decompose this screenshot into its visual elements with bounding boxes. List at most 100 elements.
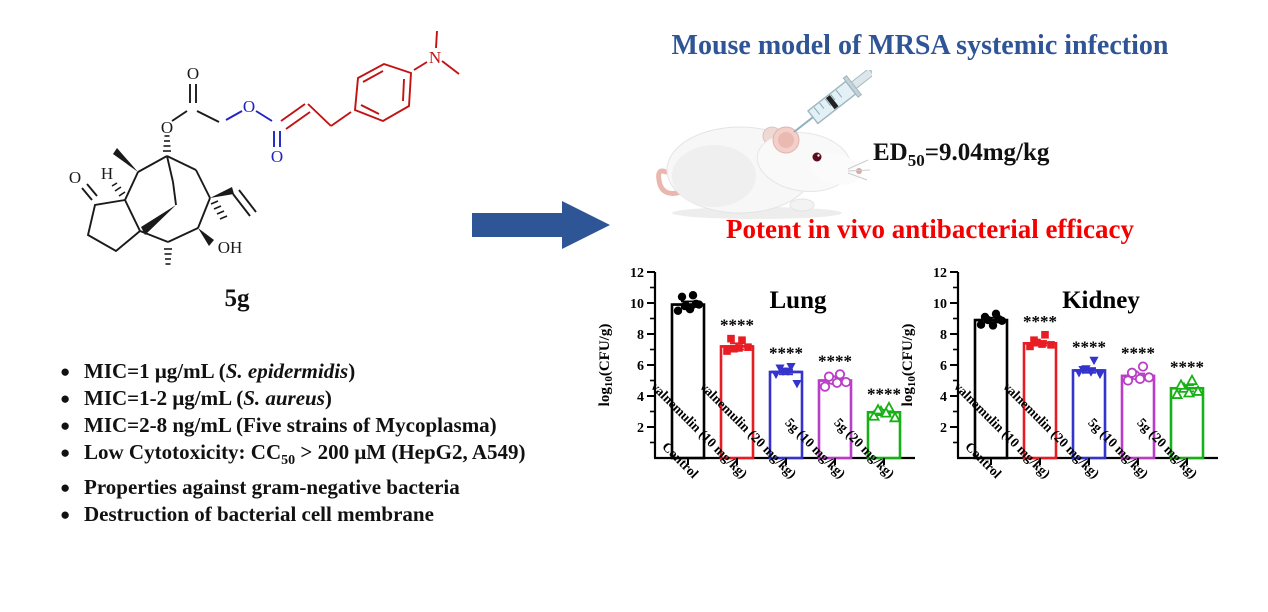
point [1191, 384, 1205, 396]
bullet-text: MIC=1 μg/mL ( [84, 359, 226, 383]
atom-label-h: H [101, 164, 113, 183]
atom-label-acrylate-o: O [271, 147, 283, 166]
y-tick-label: 4 [637, 390, 644, 405]
point [1170, 387, 1184, 399]
ed50-prefix: ED [873, 139, 908, 166]
right-arrow-icon [472, 201, 610, 249]
bullet-marker: ● [60, 443, 71, 462]
point [879, 406, 893, 418]
data-points-5g-20-mg-kg [867, 400, 902, 423]
y-tick-label: 10 [933, 297, 947, 312]
mouse-tail [656, 168, 695, 196]
y-tick-label: 6 [940, 359, 947, 374]
point [994, 315, 1004, 324]
bar-5g-20-mg-kg [1169, 386, 1205, 460]
point [691, 299, 701, 308]
point [1030, 336, 1038, 344]
point [1122, 375, 1134, 386]
chart-title: Kidney [1062, 287, 1140, 314]
bullet-marker: ● [60, 478, 71, 498]
bullet-text: ) [324, 386, 332, 410]
point [1041, 330, 1049, 339]
point [1089, 356, 1099, 366]
point [786, 362, 796, 372]
point [1038, 340, 1046, 348]
chart-lung: 24681012log10(CFU/g)LungControl****valne… [597, 266, 915, 481]
bar-valnemulin-20-mg-kg [1071, 369, 1107, 460]
data-points-valnemulin-20-mg-kg [771, 362, 802, 389]
y-tick-label: 10 [630, 297, 644, 312]
point [1137, 361, 1149, 372]
ed50-value: =9.04mg/kg [924, 139, 1050, 166]
atom-label-oh: OH [218, 238, 243, 257]
point [976, 320, 986, 329]
efficacy-text: Potent in vivo antibacterial efficacy [726, 214, 1134, 244]
point [735, 344, 743, 352]
significance-valnemulin-20-mg-kg: **** [769, 344, 803, 363]
point [1185, 373, 1199, 385]
bullet-text: Low Cytotoxicity: CC [84, 440, 282, 464]
significance-valnemulin-20-mg-kg: **** [1072, 337, 1106, 356]
mouse-ear-inner [778, 132, 794, 148]
atom-label-linker-o: O [243, 97, 255, 116]
point [685, 305, 695, 314]
atom-label-ester-o: O [161, 118, 173, 137]
mouse-eye [812, 152, 822, 162]
bullet-item: ● Properties against gram-negative bacter… [60, 474, 526, 501]
y-tick-label: 12 [933, 266, 947, 281]
point [730, 344, 738, 353]
bullet-text: 50 [281, 453, 296, 469]
data-points-valnemulin-20-mg-kg [1074, 356, 1105, 380]
point [727, 334, 735, 343]
y-tick-label: 12 [630, 266, 644, 281]
point [1134, 373, 1146, 385]
point [1143, 372, 1155, 383]
significance-5g-10-mg-kg: **** [818, 351, 852, 370]
y-axis-title: log10(CFU/g) [900, 324, 918, 407]
atom-label-n: N [429, 48, 441, 67]
atom-label-ester-carbonyl-o: O [187, 64, 199, 83]
point [738, 336, 746, 344]
y-axis-title: log10(CFU/g) [597, 324, 615, 407]
point [1174, 378, 1188, 390]
y-tick-label: 6 [637, 359, 644, 374]
point [819, 381, 831, 392]
bullet-text: MIC=1-2 μg/mL ( [84, 386, 244, 410]
data-points-control [673, 291, 704, 315]
mouse-muzzle [810, 153, 862, 185]
y-tick-label: 8 [940, 328, 947, 343]
data-points-5g-10-mg-kg [1122, 361, 1155, 386]
data-points-valnemulin-10-mg-kg [723, 334, 752, 355]
molecule-structure-5g: O H OH O O O O N 5g [69, 30, 460, 312]
point [1086, 368, 1096, 377]
lung-chart: 2 4 6 8 10 12 log10(CFU/g) Lung Control **** valne… [593, 262, 928, 602]
bullet-text: Properties against gram-negative bacteri… [84, 475, 460, 500]
mouse-illustration [656, 70, 872, 219]
point [673, 306, 683, 315]
point [783, 367, 793, 376]
bullet-marker: ● [60, 505, 71, 525]
point [834, 369, 846, 380]
point [823, 371, 835, 382]
bullet-item: ● Low Cytotoxicity: CC50 > 200 μM (HepG2,… [60, 439, 526, 474]
syringe-plunger-seal [825, 95, 839, 110]
ed50-subscript: 50 [907, 151, 925, 170]
bullet-text: S. epidermidis [225, 359, 349, 383]
significance-valnemulin-10-mg-kg: **** [1023, 312, 1057, 331]
mouse-eye-highlight [817, 154, 820, 157]
data-points-5g-20-mg-kg [1170, 373, 1205, 399]
point [792, 380, 802, 389]
point [840, 376, 852, 388]
bullet-item: ● MIC=1 μg/mL (S. epidermidis) [60, 358, 526, 385]
point [888, 411, 902, 423]
point [1026, 342, 1034, 351]
y-tick-label: 2 [637, 421, 644, 436]
bullet-text: > 200 μM (HepG2, A549) [295, 440, 526, 464]
point [1095, 370, 1105, 380]
point [831, 377, 843, 388]
molecule-linker [255, 110, 281, 147]
bullet-text: MIC=2-8 ng/mL (Five strains of Mycoplasm… [84, 413, 497, 437]
point [688, 291, 698, 300]
significance-valnemulin-10-mg-kg: **** [720, 316, 754, 335]
